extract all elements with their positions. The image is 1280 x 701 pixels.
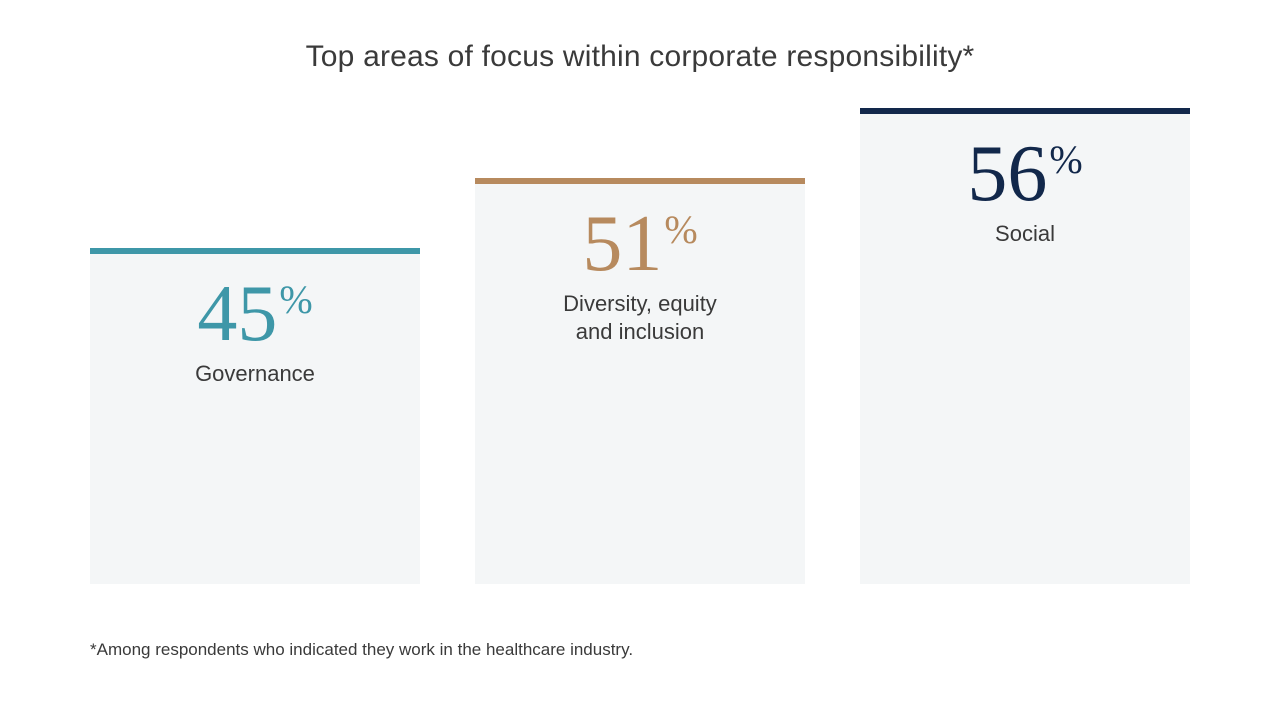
- chart-footnote: *Among respondents who indicated they wo…: [90, 640, 633, 660]
- bars-area: 45 % Governance 51 % Diversity, equityan…: [90, 84, 1190, 584]
- percent-number: 51: [582, 204, 662, 284]
- chart-container: Top areas of focus within corporate resp…: [90, 40, 1190, 584]
- bar-label: Diversity, equityand inclusion: [563, 290, 717, 345]
- percent-sign-icon: %: [1049, 140, 1082, 180]
- bar-label: Governance: [195, 360, 315, 388]
- bar-dei: 51 % Diversity, equityand inclusion: [475, 178, 805, 584]
- bar-label: Social: [995, 220, 1055, 248]
- bar-governance: 45 % Governance: [90, 248, 420, 584]
- percent-number: 45: [197, 274, 277, 354]
- bar-social: 56 % Social: [860, 108, 1190, 584]
- bar-body: 56 % Social: [860, 114, 1190, 584]
- percent-value: 56 %: [967, 134, 1082, 214]
- percent-number: 56: [967, 134, 1047, 214]
- percent-sign-icon: %: [279, 280, 312, 320]
- chart-title: Top areas of focus within corporate resp…: [90, 40, 1190, 74]
- percent-value: 51 %: [582, 204, 697, 284]
- bar-body: 51 % Diversity, equityand inclusion: [475, 184, 805, 584]
- percent-sign-icon: %: [664, 210, 697, 250]
- percent-value: 45 %: [197, 274, 312, 354]
- bar-body: 45 % Governance: [90, 254, 420, 584]
